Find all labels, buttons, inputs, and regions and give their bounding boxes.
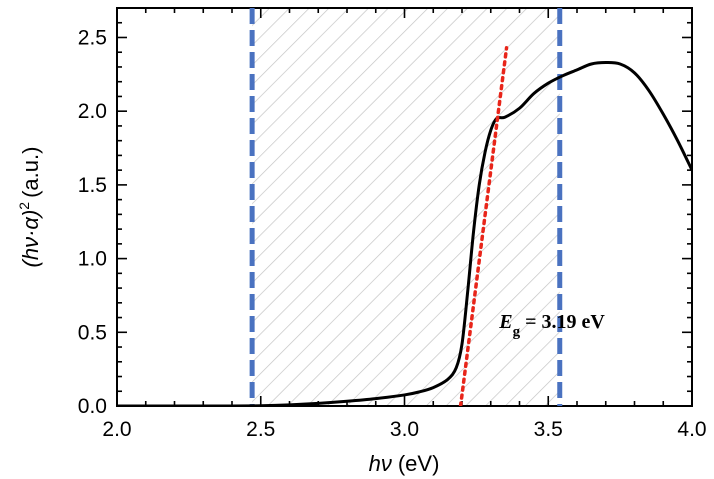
annotation-value: = 3.19 eV: [520, 311, 605, 333]
y-axis-base: (hν·α): [18, 210, 43, 268]
axis-ticks: [116, 7, 693, 407]
shaded-region: [252, 8, 560, 406]
annotation-symbol: E: [498, 311, 512, 333]
y-tick-label: 0.5: [78, 321, 107, 344]
y-tick-label: 2.5: [78, 26, 107, 49]
y-tick-label: 0.0: [78, 395, 107, 418]
x-tick-label: 4.0: [677, 418, 706, 441]
y-tick-labels: 0.0 0.5 1.0 1.5 2.0 2.5: [78, 26, 107, 418]
x-axis-label: hν (eV): [369, 451, 440, 476]
y-tick-label: 2.0: [78, 100, 107, 123]
annotation-subscript: g: [513, 324, 521, 340]
x-axis-symbol: hν: [369, 451, 392, 476]
x-tick-label: 2.0: [102, 418, 131, 441]
linear-fit-line: [458, 46, 509, 406]
absorption-curve: [117, 61, 692, 406]
y-axis-unit: (a.u.): [18, 147, 43, 198]
x-tick-label: 3.0: [390, 418, 419, 441]
x-tick-labels: 2.0 2.5 3.0 3.5 4.0: [102, 418, 706, 441]
bandgap-annotation: Eg = 3.19 eV: [498, 311, 605, 340]
y-axis-label: (hν·α)2 (a.u.): [16, 147, 43, 268]
y-axis-exponent: 2: [16, 202, 32, 210]
x-axis-unit: (eV): [398, 451, 440, 476]
x-tick-label: 3.5: [534, 418, 563, 441]
y-tick-label: 1.5: [78, 174, 107, 197]
x-tick-label: 2.5: [246, 418, 275, 441]
y-tick-label: 1.0: [78, 248, 107, 271]
